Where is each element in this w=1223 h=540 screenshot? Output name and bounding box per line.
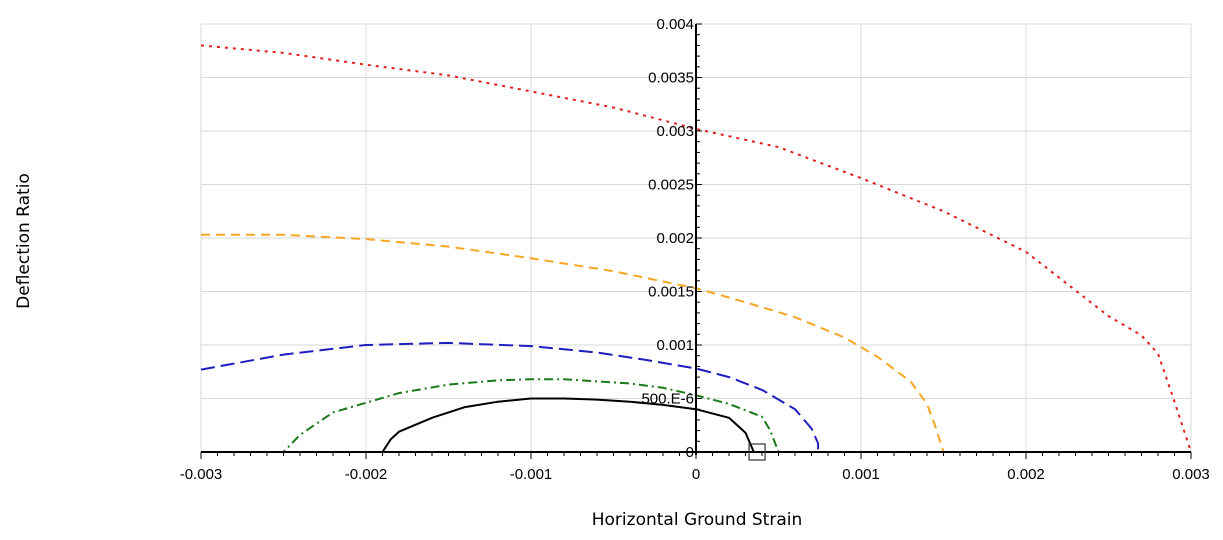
y-tick-label: 0.003 <box>656 123 694 140</box>
series-line-1 <box>201 397 755 453</box>
x-tick-label: -0.002 <box>345 466 388 483</box>
marker-layer <box>748 443 766 461</box>
x-tick-label: -0.003 <box>180 466 223 483</box>
tick-labels: -0.003 -0.002 -0.001 0 0.001 0.002 0.003 0 500.E… <box>180 16 1210 483</box>
y-tick-label: 500.E-6 <box>641 391 694 408</box>
y-tick-label: 0.001 <box>656 337 694 354</box>
x-tick-label: -0.001 <box>510 466 553 483</box>
y-tick-label: 0.002 <box>656 230 694 247</box>
x-tick-label: 0 <box>692 466 700 483</box>
x-tick-label: 0.003 <box>1172 466 1210 483</box>
series-lines <box>200 44 1192 453</box>
x-tick-label: 0.001 <box>842 466 880 483</box>
y-tick-label: 0 <box>686 444 694 461</box>
x-axis-title: Horizontal Ground Strain <box>592 510 803 530</box>
square-marker <box>748 443 766 461</box>
y-axis-title: Deflection Ratio <box>14 173 34 309</box>
y-tick-label: 0.004 <box>656 16 694 33</box>
series-line-4 <box>201 233 945 453</box>
series-line-3 <box>200 341 820 452</box>
x-tick-label: 0.002 <box>1007 466 1045 483</box>
y-tick-label: 0.0025 <box>648 177 694 194</box>
y-tick-label: 0.0015 <box>648 284 694 301</box>
y-tick-label: 0.0035 <box>648 70 694 87</box>
axes <box>200 23 1192 459</box>
series-line-2 <box>201 378 780 453</box>
